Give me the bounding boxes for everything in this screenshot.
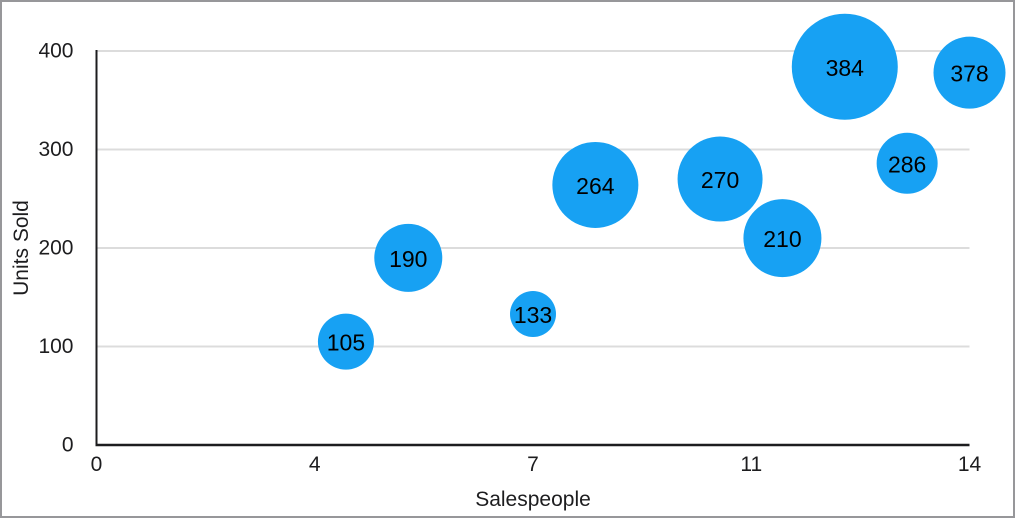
bubble-label-384: 384: [826, 55, 865, 81]
bubble-384[interactable]: 384: [791, 13, 898, 120]
bubble-190[interactable]: 190: [374, 223, 443, 292]
bubble-270[interactable]: 270: [677, 136, 763, 222]
y-tick-label-300: 300: [38, 138, 73, 161]
y-tick-label-400: 400: [38, 40, 73, 63]
y-axis-title: Units Sold: [10, 200, 33, 296]
y-tick-label-200: 200: [38, 237, 73, 260]
bubble-circle-384[interactable]: [791, 13, 898, 120]
bubble-circle-264[interactable]: [552, 141, 639, 228]
bubble-label-190: 190: [389, 246, 427, 272]
bubble-133[interactable]: 133: [510, 290, 556, 337]
x-tick-label-11: 11: [740, 453, 762, 476]
bubble-label-133: 133: [514, 302, 552, 328]
x-axis-title: Salespeople: [475, 488, 591, 511]
bubble-circle-133[interactable]: [510, 290, 556, 337]
bubble-105[interactable]: 105: [317, 313, 374, 370]
x-tick-label-4: 4: [309, 453, 321, 476]
bubble-label-378: 378: [950, 61, 988, 87]
y-tick-label-100: 100: [38, 335, 73, 358]
x-tick-label-7: 7: [527, 453, 539, 476]
x-tick-label-14: 14: [958, 453, 982, 476]
bubble-circle-210[interactable]: [743, 199, 822, 278]
bubble-264[interactable]: 264: [552, 141, 639, 228]
bubble-label-264: 264: [576, 173, 615, 199]
bubble-210[interactable]: 210: [743, 199, 822, 278]
bubble-286[interactable]: 286: [876, 132, 938, 194]
x-tick-label-0: 0: [91, 453, 103, 476]
bubble-label-286: 286: [888, 151, 926, 177]
bubble-circle-270[interactable]: [677, 136, 763, 222]
bubble-circle-378[interactable]: [933, 36, 1006, 109]
bubble-circle-105[interactable]: [317, 313, 374, 370]
y-tick-label-0: 0: [62, 434, 74, 457]
bubble-circle-286[interactable]: [876, 132, 938, 194]
bubble-label-210: 210: [763, 226, 801, 252]
bubble-label-270: 270: [701, 167, 739, 193]
bubble-label-105: 105: [327, 330, 365, 356]
bubble-378[interactable]: 378: [933, 36, 1006, 109]
bubble-circle-190[interactable]: [374, 223, 443, 292]
